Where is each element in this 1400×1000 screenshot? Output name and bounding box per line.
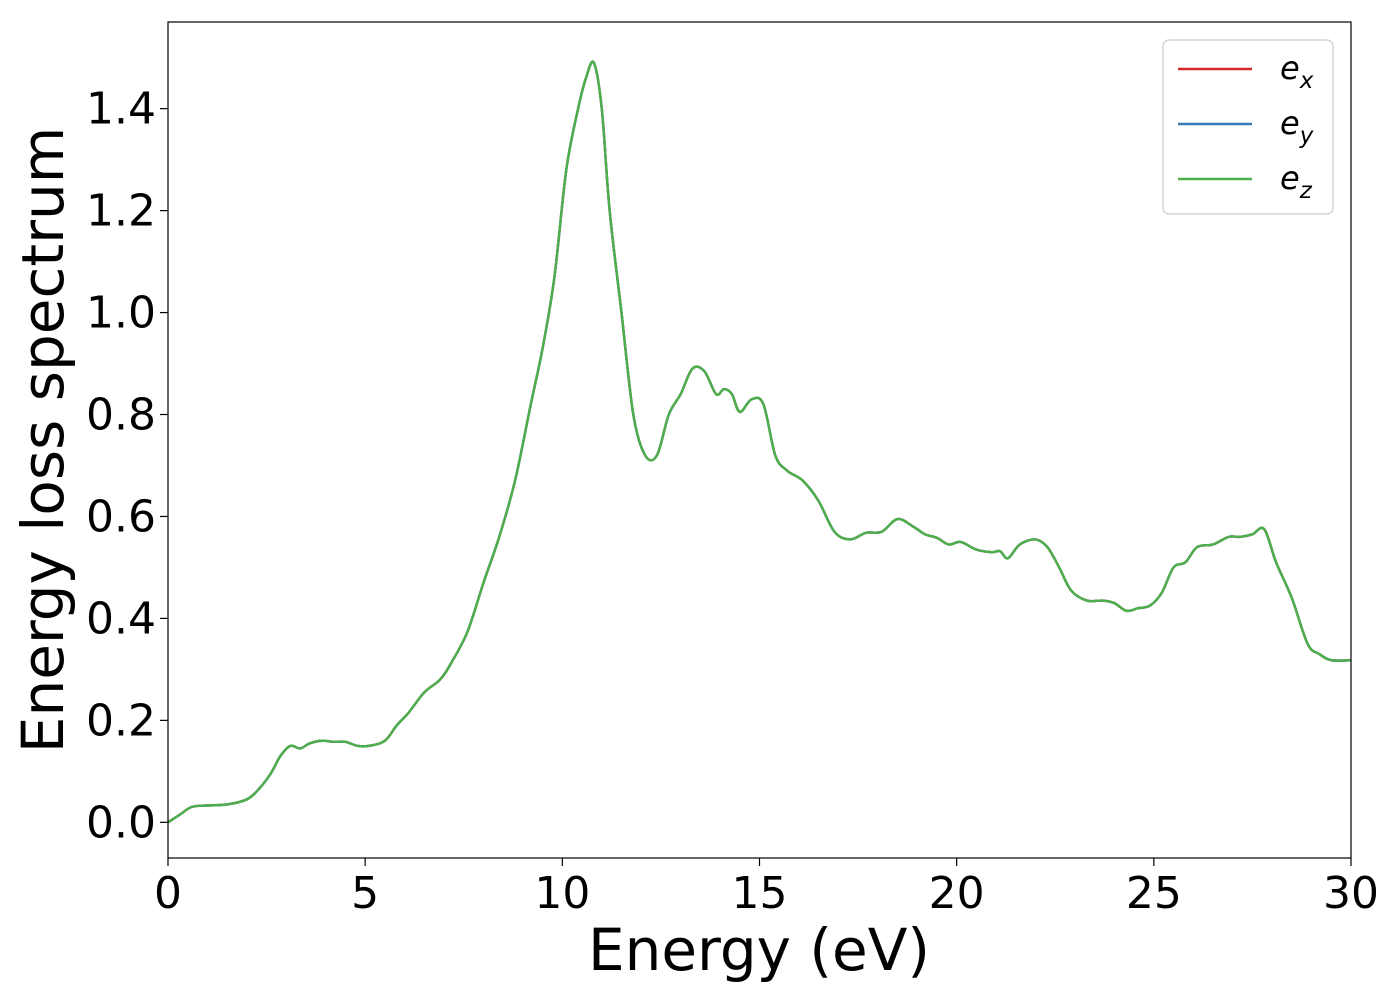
x-tick-label: 5 [351,868,379,919]
x-tick-label: 10 [534,868,590,919]
x-tick-label: 20 [929,868,985,919]
legend-label-base: e [1280,49,1300,87]
y-axis-ticks: 0.0 0.2 0.4 0.6 0.8 1.0 1.2 1.4 [86,84,168,848]
legend-label-z: ez [1280,159,1313,204]
legend-label-base: e [1280,159,1300,197]
y-tick-label: 0.0 [86,797,156,848]
x-axis-title: Energy (eV) [588,916,930,984]
y-tick-label: 0.4 [86,593,156,644]
legend-label-x: ex [1280,49,1314,94]
x-axis-ticks: 0 5 10 15 20 25 30 [154,858,1379,919]
legend-box [1162,39,1334,215]
plot-lines [167,60,1352,824]
legend-label-sub: z [1299,178,1313,204]
legend-label-y: ey [1280,104,1314,149]
y-axis-title: Energy loss spectrum [9,127,77,753]
y-tick-label: 0.8 [86,390,156,441]
legend-label-sub: y [1299,123,1314,149]
x-tick-label: 25 [1126,868,1182,919]
legend-label-base: e [1280,104,1300,142]
y-tick-label: 0.2 [86,695,156,746]
x-tick-label: 30 [1323,868,1379,919]
y-tick-label: 1.4 [86,84,156,135]
series-line-z [167,60,1352,824]
x-tick-label: 0 [154,868,182,919]
y-tick-label: 1.2 [86,186,156,237]
legend-label-sub: x [1299,68,1314,94]
y-tick-label: 0.6 [86,491,156,542]
x-tick-label: 15 [732,868,788,919]
y-tick-label: 1.0 [86,288,156,339]
